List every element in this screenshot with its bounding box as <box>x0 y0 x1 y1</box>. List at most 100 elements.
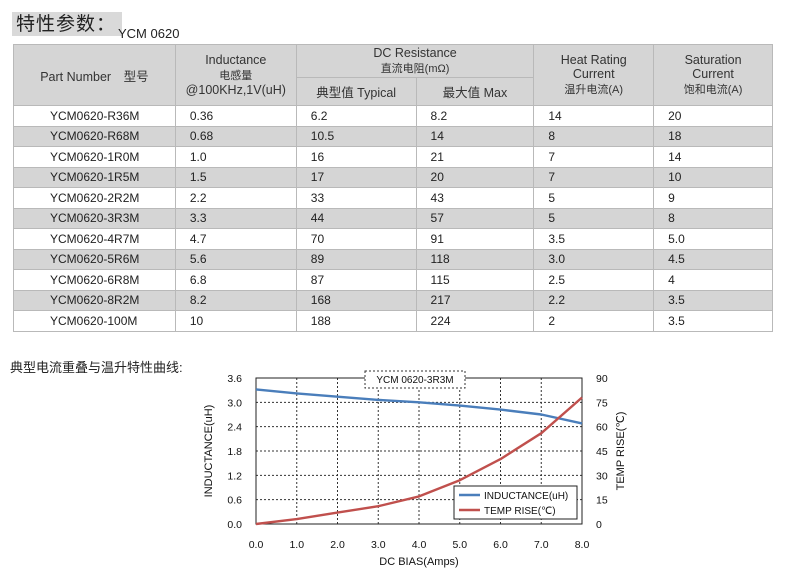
table-row: YCM0620-100M 10 188 224 2 3.5 <box>13 310 773 332</box>
x-axis-label: DC BIAS(Amps) <box>379 556 458 568</box>
chart-title: YCM 0620-3R3M <box>376 375 453 386</box>
header-sat-line2: Current <box>692 67 734 81</box>
x-tick-label: 6.0 <box>493 539 508 551</box>
value-cell: 8 <box>533 125 655 147</box>
header-dcr-typical: 典型值 Typical <box>295 77 417 106</box>
value-cell: 224 <box>415 310 535 332</box>
value-cell: 5 <box>533 207 655 229</box>
header-heat-line1: Heat Rating <box>560 53 627 67</box>
series-line <box>255 396 583 526</box>
part-number-cell: YCM0620-5R6M <box>13 248 176 270</box>
value-cell: 20 <box>415 166 535 188</box>
header-inductance: Inductance 电感量 @100KHz,1V(uH) <box>174 44 297 106</box>
value-cell: 14 <box>415 125 535 147</box>
x-tick-label: 8.0 <box>575 539 590 551</box>
part-number-cell: YCM0620-100M <box>13 310 176 332</box>
table-row: YCM0620-8R2M 8.2 168 217 2.2 3.5 <box>13 289 773 311</box>
value-cell: 20 <box>653 105 773 127</box>
table-row: YCM0620-1R0M 1.0 16 21 7 14 <box>13 146 773 168</box>
header-heat-rating: Heat Rating Current 温升电流(A) <box>533 44 655 106</box>
part-number-cell: YCM0620-R68M <box>13 125 176 147</box>
value-cell: 2 <box>533 310 655 332</box>
value-cell: 118 <box>415 248 535 270</box>
header-dc-resistance: DC Resistance 直流电阻(mΩ) <box>295 44 535 78</box>
curve-section-title: 典型电流重叠与温升特性曲线: <box>10 360 183 375</box>
page-title: 特性参数： <box>12 12 123 36</box>
value-cell: 8.2 <box>174 289 297 311</box>
header-sat-line1: Saturation <box>684 53 742 67</box>
table-row: YCM0620-5R6M 5.6 89 118 3.0 4.5 <box>13 248 773 270</box>
x-tick-label: 5.0 <box>452 539 467 551</box>
table-row: YCM0620-R68M 0.68 10.5 14 8 18 <box>13 125 773 147</box>
legend-label: INDUCTANCE(uH) <box>484 491 568 502</box>
table-row: YCM0620-3R3M 3.3 44 57 5 8 <box>13 207 773 229</box>
y2-tick-label: 45 <box>596 446 608 458</box>
header-inductance-line3: @100KHz,1V(uH) <box>185 83 286 97</box>
y-tick-label: 3.6 <box>227 373 242 385</box>
value-cell: 4.7 <box>174 228 297 250</box>
header-dcr-line2: 直流电阻(mΩ) <box>380 63 450 75</box>
header-saturation: Saturation Current 饱和电流(A) <box>653 44 773 106</box>
value-cell: 3.5 <box>653 310 773 332</box>
part-number-cell: YCM0620-6R8M <box>13 269 176 291</box>
x-tick-label: 1.0 <box>289 539 304 551</box>
spec-table: Part Number 型号 Inductance 电感量 @100KHz,1V… <box>13 44 773 332</box>
y-axis-label: INDUCTANCE(uH) <box>203 405 215 498</box>
value-cell: 188 <box>295 310 417 332</box>
y-tick-label: 2.4 <box>227 422 242 434</box>
header-inductance-line1: Inductance <box>205 53 267 67</box>
x-tick-label: 3.0 <box>371 539 386 551</box>
model-label: YCM 0620 <box>118 26 180 41</box>
header-heat-line2: Current <box>572 67 615 81</box>
value-cell: 2.2 <box>533 289 655 311</box>
part-number-cell: YCM0620-4R7M <box>13 228 176 250</box>
legend-label: TEMP RISE(℃) <box>484 506 556 517</box>
part-number-cell: YCM0620-1R0M <box>13 146 176 168</box>
header-inductance-line2: 电感量 <box>219 70 253 82</box>
y2-tick-label: 75 <box>596 397 608 409</box>
y2-tick-label: 90 <box>596 373 608 385</box>
header-sat-line3: 饱和电流(A) <box>683 84 743 96</box>
value-cell: 168 <box>295 289 417 311</box>
header-dcr-max: 最大值 Max <box>415 77 535 106</box>
value-cell: 1.5 <box>174 166 297 188</box>
y-tick-label: 1.2 <box>227 470 242 482</box>
x-tick-label: 7.0 <box>534 539 549 551</box>
x-tick-label: 2.0 <box>330 539 345 551</box>
y2-tick-label: 60 <box>596 422 608 434</box>
y2-axis-label: TEMP RISE(℃) <box>615 412 627 491</box>
part-number-cell: YCM0620-8R2M <box>13 289 176 311</box>
y2-tick-label: 0 <box>596 519 602 531</box>
value-cell: 10 <box>174 310 297 332</box>
y2-tick-label: 15 <box>596 495 608 507</box>
chart-title-box <box>364 370 466 389</box>
table-row: YCM0620-6R8M 6.8 87 115 2.5 4 <box>13 269 773 291</box>
part-number-cell: YCM0620-3R3M <box>13 207 176 229</box>
table-row: YCM0620-R36M 0.36 6.2 8.2 14 20 <box>13 105 773 127</box>
legend-box <box>453 485 578 520</box>
header-dcr-line1: DC Resistance <box>373 46 457 60</box>
value-cell: 6.2 <box>295 105 417 127</box>
value-cell: 5.0 <box>653 228 773 250</box>
y2-tick-label: 30 <box>596 470 608 482</box>
y-tick-label: 3.0 <box>227 397 242 409</box>
value-cell: 44 <box>295 207 417 229</box>
value-cell: 7 <box>533 166 655 188</box>
header-heat-line3: 温升电流(A) <box>564 84 624 96</box>
table-row: YCM0620-1R5M 1.5 17 20 7 10 <box>13 166 773 188</box>
x-tick-label: 0.0 <box>249 539 264 551</box>
series-line <box>255 388 583 425</box>
x-tick-label: 4.0 <box>412 539 427 551</box>
value-cell: 10.5 <box>295 125 417 147</box>
y-tick-label: 0.6 <box>227 495 242 507</box>
part-number-cell: YCM0620-1R5M <box>13 166 176 188</box>
value-cell: 0.68 <box>174 125 297 147</box>
y-tick-label: 0.0 <box>227 519 242 531</box>
table-row: YCM0620-2R2M 2.2 33 43 5 9 <box>13 187 773 209</box>
value-cell: 3.3 <box>174 207 297 229</box>
y-tick-label: 1.8 <box>227 446 242 458</box>
value-cell: 3.5 <box>653 289 773 311</box>
value-cell: 5.6 <box>174 248 297 270</box>
title-bar: 特性参数： <box>12 12 123 36</box>
